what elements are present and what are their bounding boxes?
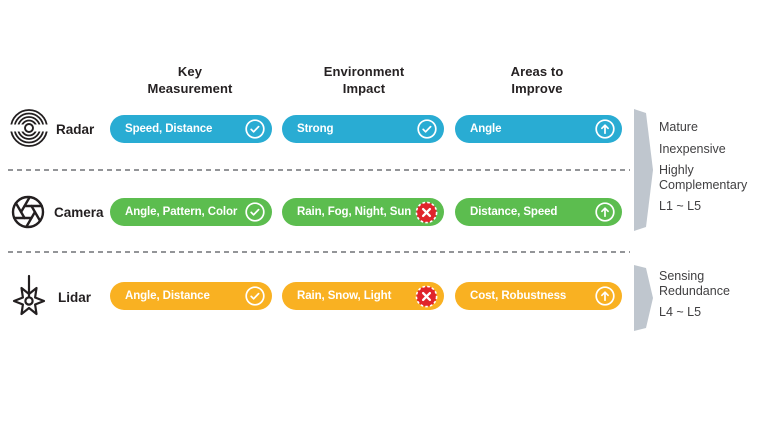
pill-text: Angle, Pattern, Color: [125, 206, 238, 218]
pill-text: Rain, Snow, Light: [297, 290, 392, 302]
pill-radar-environment-impact: Strong: [282, 115, 444, 143]
pill-lidar-key-measurement: Angle, Distance: [110, 282, 272, 310]
row-divider: [8, 251, 630, 253]
pill-text: Strong: [297, 123, 334, 135]
column-header-key-measurement: Key Measurement: [147, 64, 233, 96]
pill-camera-areas-to-improve: Distance, Speed: [455, 198, 622, 226]
annotation-line: Inexpensive: [659, 141, 726, 156]
arrow-up-circle-icon: [594, 285, 616, 307]
pill-camera-environment-impact: Rain, Fog, Night, Sun: [282, 198, 444, 226]
check-circle-icon: [244, 285, 266, 307]
arrow-up-circle-icon: [594, 201, 616, 223]
check-circle-icon: [416, 118, 438, 140]
sensor-label-radar: Radar: [56, 122, 95, 137]
arrow-up-circle-icon: [594, 118, 616, 140]
annotation-line: L1 ~ L5: [659, 199, 702, 213]
pill-lidar-areas-to-improve: Cost, Robustness: [455, 282, 622, 310]
x-circle-icon: [415, 285, 438, 308]
annotation-line: L4 ~ L5: [659, 305, 702, 319]
sensor-label-lidar: Lidar: [58, 290, 92, 305]
column-header-areas-to-improve: Areas to Improve: [510, 64, 564, 96]
pill-text: Angle, Distance: [125, 290, 210, 302]
pill-text: Cost, Robustness: [470, 290, 567, 302]
check-circle-icon: [244, 118, 266, 140]
annotation-radar-camera: Mature Inexpensive Highly Complementary …: [659, 120, 768, 221]
annotation-line: Highly Complementary: [659, 163, 748, 192]
annotation-line: Mature: [659, 120, 698, 134]
pill-text: Angle: [470, 123, 502, 135]
sensor-label-camera: Camera: [54, 205, 104, 220]
check-circle-icon: [244, 201, 266, 223]
lidar-icon: [9, 274, 49, 325]
annotation-lidar: Sensing Redundance L4 ~ L5: [659, 269, 768, 327]
column-header-environment-impact: Environment Impact: [323, 64, 405, 96]
pill-text: Speed, Distance: [125, 123, 213, 135]
pill-text: Rain, Fog, Night, Sun: [297, 206, 412, 218]
camera-aperture-icon: [10, 194, 46, 235]
pill-text: Distance, Speed: [470, 206, 558, 218]
radar-icon: [9, 108, 49, 153]
x-circle-icon: [415, 201, 438, 224]
annotation-line: Sensing Redundance: [659, 269, 730, 298]
row-divider: [8, 169, 630, 171]
bracket-radar-camera: [634, 109, 654, 236]
pill-camera-key-measurement: Angle, Pattern, Color: [110, 198, 272, 226]
pill-lidar-environment-impact: Rain, Snow, Light: [282, 282, 444, 310]
pill-radar-key-measurement: Speed, Distance: [110, 115, 272, 143]
bracket-lidar: [634, 265, 654, 336]
pill-radar-areas-to-improve: Angle: [455, 115, 622, 143]
